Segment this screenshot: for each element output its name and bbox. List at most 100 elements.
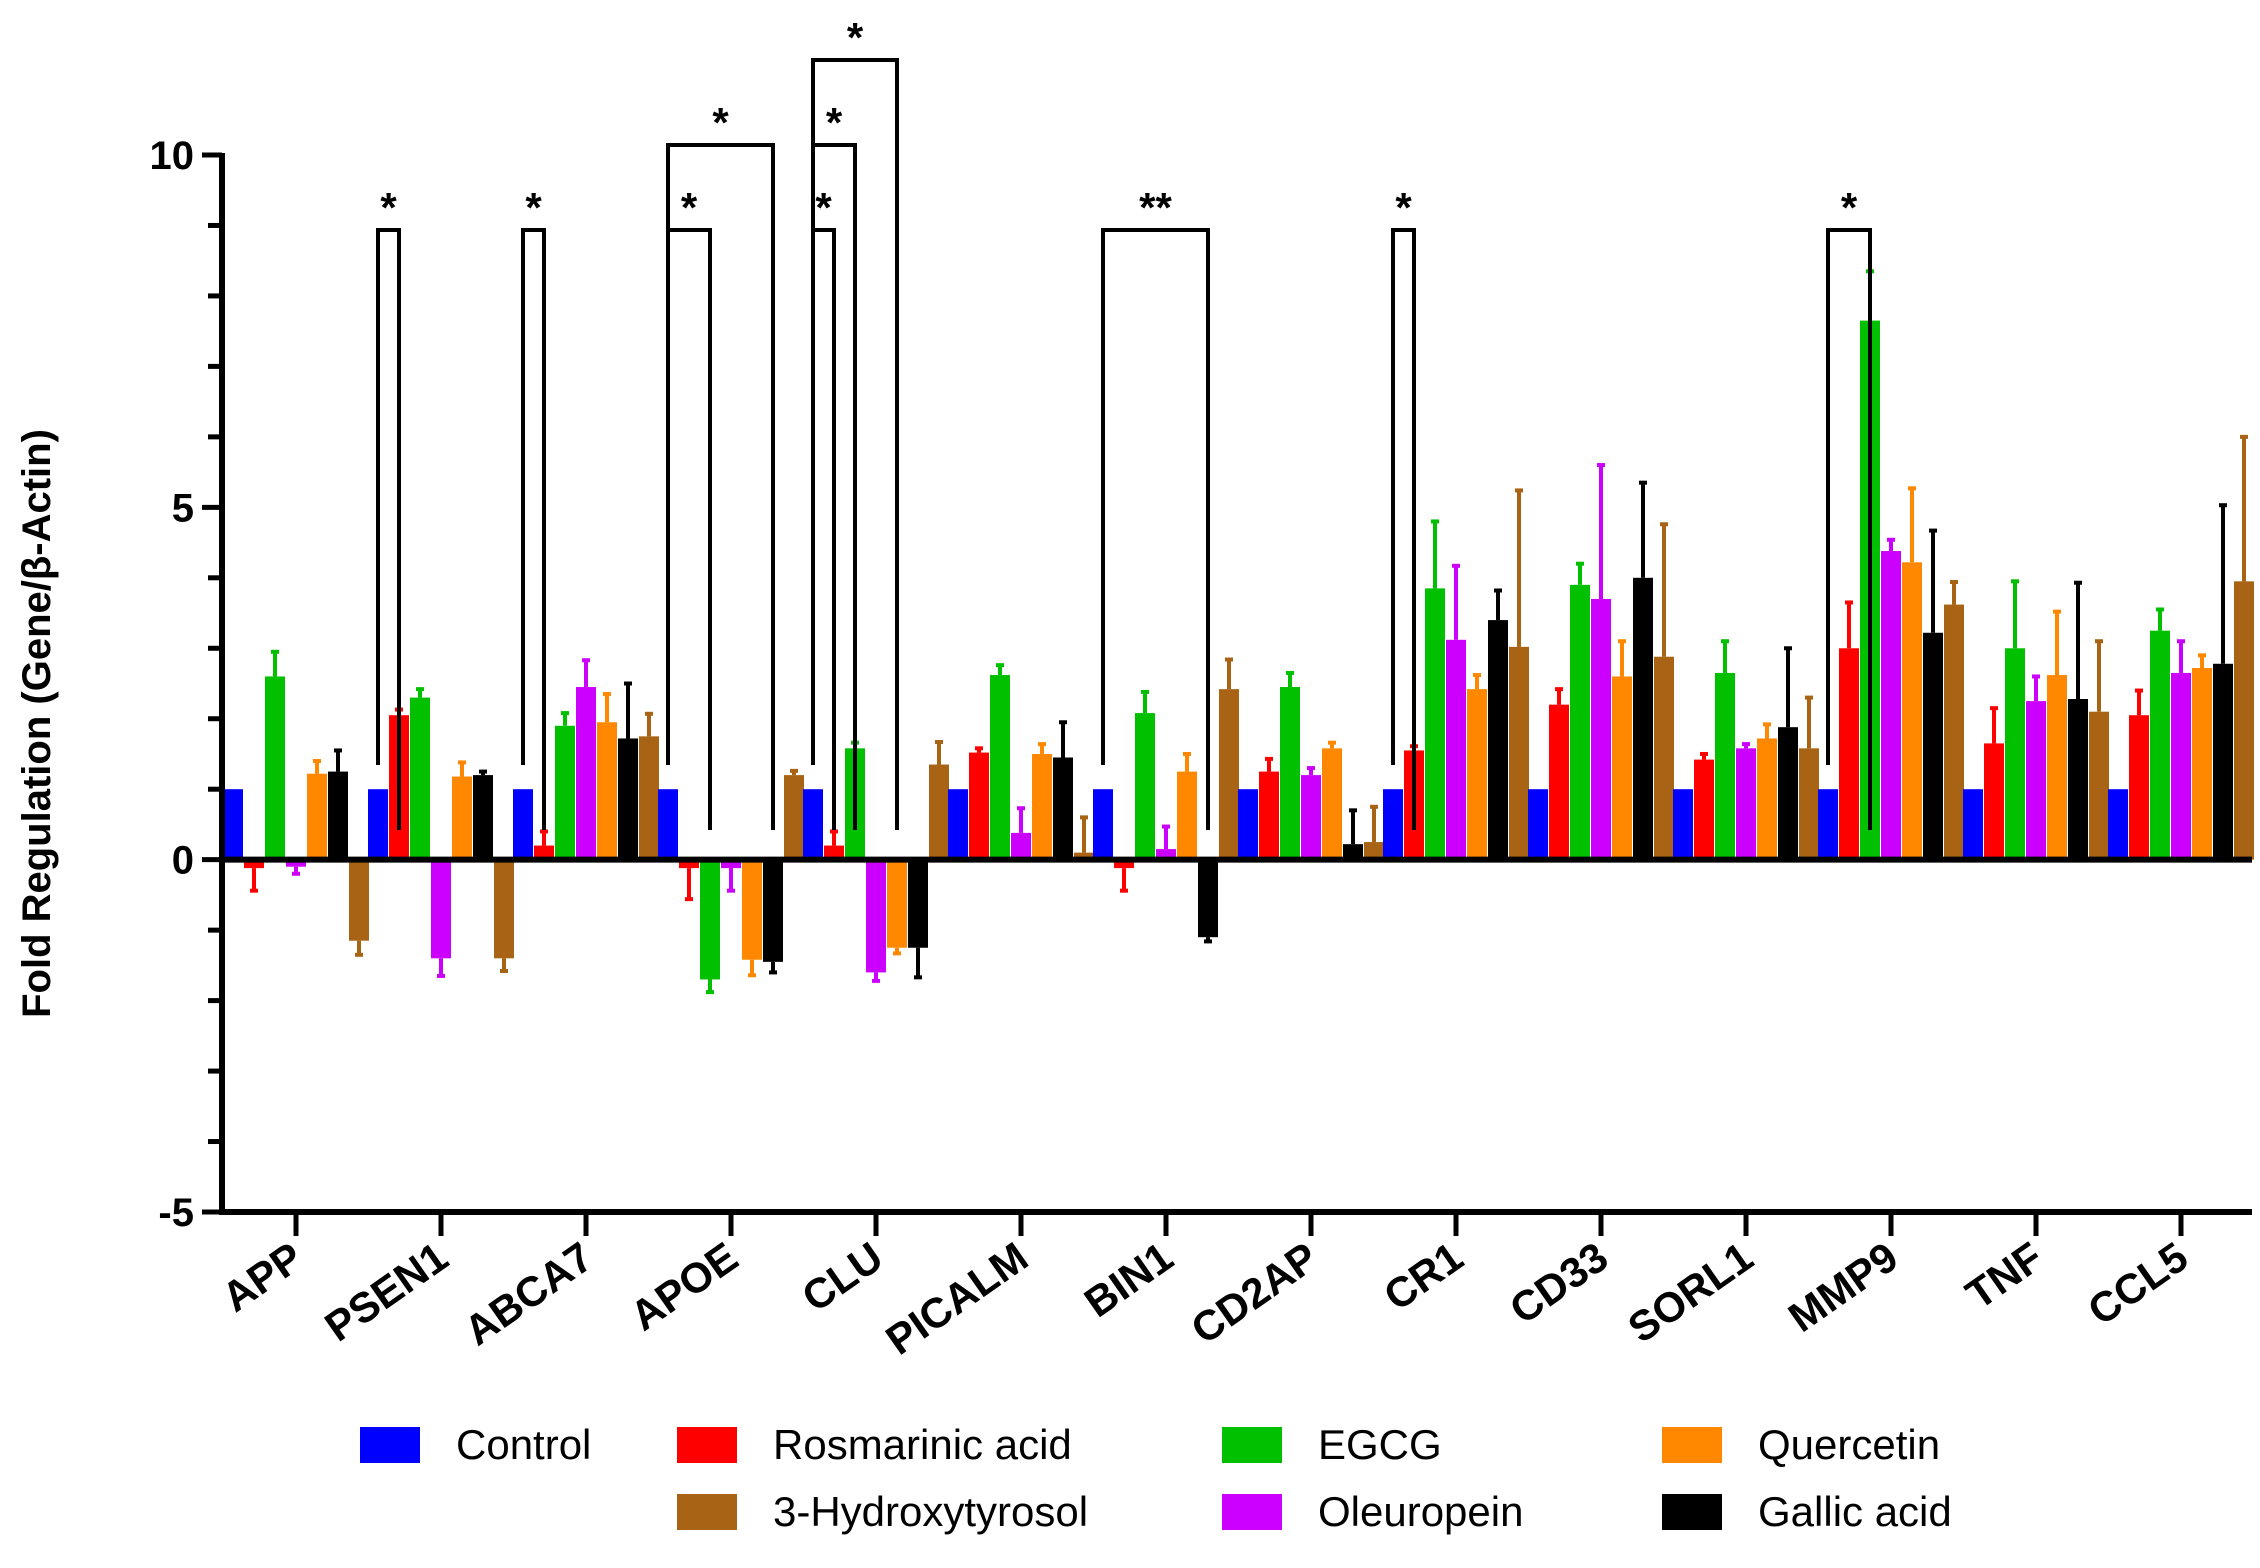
bar-mmp9-control xyxy=(1818,789,1838,860)
significance-bracket-abca7-rosmarinic-acid: * xyxy=(521,184,546,830)
bar-tnf-oleuropein xyxy=(2026,701,2046,860)
bar-picalm-gallic-acid xyxy=(1053,757,1073,860)
y-tick-label: 0 xyxy=(172,839,194,883)
bar-psen1-oleuropein xyxy=(431,859,451,959)
bar-cd2ap-gallic-acid xyxy=(1343,844,1363,860)
significance-bracket-bin1-gallic-acid: ** xyxy=(1101,184,1210,830)
bar-bin1-egcg xyxy=(1135,713,1155,860)
x-tick-label-sorl1: SORL1 xyxy=(1619,1233,1761,1352)
bar-clu-control xyxy=(803,789,823,860)
significance-layer: * * ******* * * xyxy=(376,14,1872,830)
bar-tnf-egcg xyxy=(2005,648,2025,860)
y-tick-label: 5 xyxy=(172,486,194,530)
bar-bin1-gallic-acid xyxy=(1198,859,1218,938)
bar-apoe-rosmarinic-acid xyxy=(679,859,699,869)
x-tick-label-abca7: ABCA7 xyxy=(456,1233,601,1354)
x-tick-label-picalm: PICALM xyxy=(877,1233,1036,1364)
bar-apoe-3-hydroxytyrosol xyxy=(784,775,804,860)
bar-ccl5-quercetin xyxy=(2192,667,2212,860)
bar-cr1-gallic-acid xyxy=(1488,620,1508,860)
bar-apoe-gallic-acid xyxy=(763,859,783,962)
bar-cd33-egcg xyxy=(1570,584,1590,860)
bar-abca7-oleuropein xyxy=(576,687,596,860)
bar-cd2ap-egcg xyxy=(1280,687,1300,860)
bar-abca7-quercetin xyxy=(597,722,617,860)
significance-bracket-apoe-gallic-acid: * xyxy=(666,99,775,830)
significance-label: * xyxy=(525,184,542,231)
bar-cd2ap-quercetin xyxy=(1322,748,1342,860)
bar-app-oleuropein xyxy=(286,859,306,867)
bar-abca7-rosmarinic-acid xyxy=(534,845,554,860)
x-tick-label-psen1: PSEN1 xyxy=(316,1233,456,1351)
significance-label: * xyxy=(681,184,698,231)
bar-psen1-3-hydroxytyrosol xyxy=(494,859,514,959)
bar-abca7-3-hydroxytyrosol xyxy=(639,736,659,860)
significance-label: * xyxy=(712,99,729,146)
bar-psen1-control xyxy=(368,789,388,860)
bar-abca7-control xyxy=(513,789,533,860)
bar-psen1-egcg xyxy=(410,697,430,860)
bar-cd33-gallic-acid xyxy=(1633,577,1653,860)
bar-bin1-oleuropein xyxy=(1156,849,1176,860)
bar-picalm-control xyxy=(948,789,968,860)
bar-picalm-3-hydroxytyrosol xyxy=(1074,852,1094,860)
x-tick-label-apoe: APOE xyxy=(622,1233,746,1340)
bar-bin1-rosmarinic-acid xyxy=(1114,859,1134,869)
bar-psen1-gallic-acid xyxy=(473,775,493,860)
x-tick-label-cr1: CR1 xyxy=(1375,1233,1471,1320)
significance-bracket-psen1-rosmarinic-acid: * xyxy=(376,184,401,830)
bar-cd33-quercetin xyxy=(1612,676,1632,860)
bars-layer xyxy=(223,320,2254,980)
bar-cd2ap-rosmarinic-acid xyxy=(1259,771,1279,860)
bar-bin1-3-hydroxytyrosol xyxy=(1219,689,1239,860)
bar-sorl1-3-hydroxytyrosol xyxy=(1799,748,1819,860)
bar-apoe-quercetin xyxy=(742,859,762,960)
bar-cd2ap-control xyxy=(1238,789,1258,860)
bar-sorl1-control xyxy=(1673,789,1693,860)
bar-abca7-egcg xyxy=(555,725,575,860)
bar-sorl1-egcg xyxy=(1715,672,1735,860)
x-tick-label-cd33: CD33 xyxy=(1501,1233,1616,1333)
error-bars-layer xyxy=(250,269,2248,995)
bar-ccl5-oleuropein xyxy=(2171,672,2191,860)
significance-label: * xyxy=(847,14,864,61)
bar-tnf-quercetin xyxy=(2047,675,2067,860)
bar-cr1-control xyxy=(1383,789,1403,860)
bar-app-gallic-acid xyxy=(328,771,348,860)
bar-mmp9-quercetin xyxy=(1902,562,1922,860)
bar-abca7-gallic-acid xyxy=(618,738,638,860)
x-tick-label-tnf: TNF xyxy=(1957,1233,2051,1318)
x-tick-label-ccl5: CCL5 xyxy=(2079,1233,2196,1334)
bar-ccl5-egcg xyxy=(2150,630,2170,860)
bar-apoe-oleuropein xyxy=(721,859,741,869)
x-tick-label-clu: CLU xyxy=(793,1233,891,1321)
bar-clu-rosmarinic-acid xyxy=(824,845,844,860)
significance-bracket-clu-rosmarinic-acid: * xyxy=(811,184,836,830)
bar-sorl1-gallic-acid xyxy=(1778,727,1798,860)
bar-tnf-gallic-acid xyxy=(2068,699,2088,860)
bar-tnf-control xyxy=(1963,789,1983,860)
y-tick-label: 10 xyxy=(150,134,195,178)
bar-app-egcg xyxy=(265,676,285,860)
bar-mmp9-3-hydroxytyrosol xyxy=(1944,604,1964,860)
bar-tnf-rosmarinic-acid xyxy=(1984,743,2004,860)
significance-label: ** xyxy=(1139,184,1172,231)
bar-ccl5-3-hydroxytyrosol xyxy=(2234,581,2254,860)
bar-mmp9-rosmarinic-acid xyxy=(1839,648,1859,860)
x-tick-label-mmp9: MMP9 xyxy=(1780,1233,1906,1341)
significance-label: * xyxy=(815,184,832,231)
significance-bracket-mmp9-egcg: * xyxy=(1826,184,1872,830)
bar-clu-oleuropein xyxy=(866,859,886,973)
bar-clu-3-hydroxytyrosol xyxy=(929,764,949,860)
bar-psen1-quercetin xyxy=(452,776,472,860)
bar-cr1-oleuropein xyxy=(1446,639,1466,860)
x-tick-label-app: APP xyxy=(213,1233,311,1321)
bar-sorl1-quercetin xyxy=(1757,738,1777,860)
bar-picalm-quercetin xyxy=(1032,753,1052,860)
bar-cd33-rosmarinic-acid xyxy=(1549,704,1569,860)
bar-cd2ap-3-hydroxytyrosol xyxy=(1364,842,1384,860)
bar-cd33-3-hydroxytyrosol xyxy=(1654,656,1674,860)
significance-bracket-cr1-rosmarinic-acid: * xyxy=(1391,184,1416,830)
bar-ccl5-rosmarinic-acid xyxy=(2129,715,2149,860)
